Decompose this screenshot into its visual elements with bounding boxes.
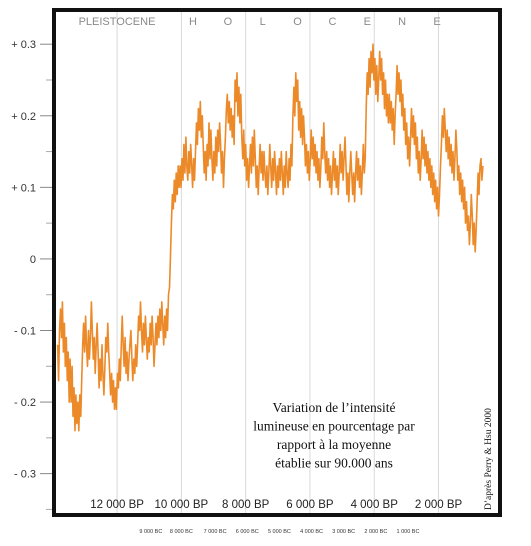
x-tick-label-0: 12 000 BP: [90, 499, 144, 511]
y-tick-label-3: 0: [30, 254, 36, 266]
y-axis-labels: + 0.3 + 0.2 + 0.1 0 - 0.1 - 0.2 - 0.3: [11, 39, 36, 480]
annotation-line-2: rapport à la moyenne: [277, 437, 391, 452]
x-tick-label-2: 8 000 BP: [222, 499, 270, 511]
y-tick-label-6: - 0.3: [14, 469, 36, 481]
y-tick-label-2: + 0.1: [11, 182, 36, 194]
period-header: PLEISTOCENE H O L O C E N E: [79, 16, 441, 28]
header-pleistocene: PLEISTOCENE: [79, 16, 156, 28]
header-letter-5: E: [364, 16, 371, 28]
annotation-text: Variation de l’intensité lumineuse en pou…: [253, 400, 415, 471]
header-letter-6: N: [398, 16, 406, 28]
bc-tick-label-8: 1 000 BC: [397, 529, 420, 535]
bc-tick-label-3: 6 000 BC: [236, 529, 259, 535]
grid: [116, 12, 440, 513]
header-letter-2: L: [260, 16, 266, 28]
header-letter-7: E: [433, 16, 440, 28]
annotation-line-0: Variation de l’intensité: [273, 400, 396, 415]
header-letter-1: O: [224, 16, 233, 28]
x-tick-label-5: 2 000 BP: [415, 499, 463, 511]
y-tick-label-0: + 0.3: [11, 39, 36, 51]
bc-tick-label-2: 7 000 BC: [204, 529, 227, 535]
plot-frame: [52, 8, 502, 517]
bc-tick-label-1: 8 000 BC: [170, 529, 193, 535]
bc-tick-label-0: 9 000 BC: [139, 529, 162, 535]
x-tick-label-3: 6 000 BP: [286, 499, 334, 511]
x-axis-labels-bp: 12 000 BP 10 000 BP 8 000 BP 6 000 BP 4 000 …: [90, 499, 462, 511]
y-tick-label-4: - 0.1: [14, 325, 36, 337]
annotation-line-3: établie sur 90.000 ans: [275, 456, 393, 471]
bc-tick-label-5: 4 000 BC: [300, 529, 323, 535]
x-tick-label-4: 4 000 BP: [351, 499, 399, 511]
source-credit: D’après Perry & Hsu 2000: [484, 408, 494, 510]
bc-tick-label-4: 5 000 BC: [268, 529, 291, 535]
credit-block: D’après Perry & Hsu 2000: [484, 408, 494, 510]
bc-tick-label-7: 2 000 BC: [364, 529, 387, 535]
y-tick-label-1: + 0.2: [11, 111, 36, 123]
header-letter-0: H: [189, 16, 197, 28]
bc-tick-label-6: 3 000 BC: [332, 529, 355, 535]
annotation-line-1: lumineuse en pourcentage par: [253, 419, 415, 434]
x-tick-label-1: 10 000 BP: [155, 499, 209, 511]
x-axis-labels-bc: 9 000 BC 8 000 BC 7 000 BC 6 000 BC 5 000 BC…: [139, 529, 419, 535]
header-letter-4: C: [328, 16, 336, 28]
header-letter-3: O: [293, 16, 302, 28]
y-tick-label-5: - 0.2: [14, 397, 36, 409]
luminosity-series-line: [56, 43, 484, 432]
y-tick-marks: [40, 43, 52, 510]
